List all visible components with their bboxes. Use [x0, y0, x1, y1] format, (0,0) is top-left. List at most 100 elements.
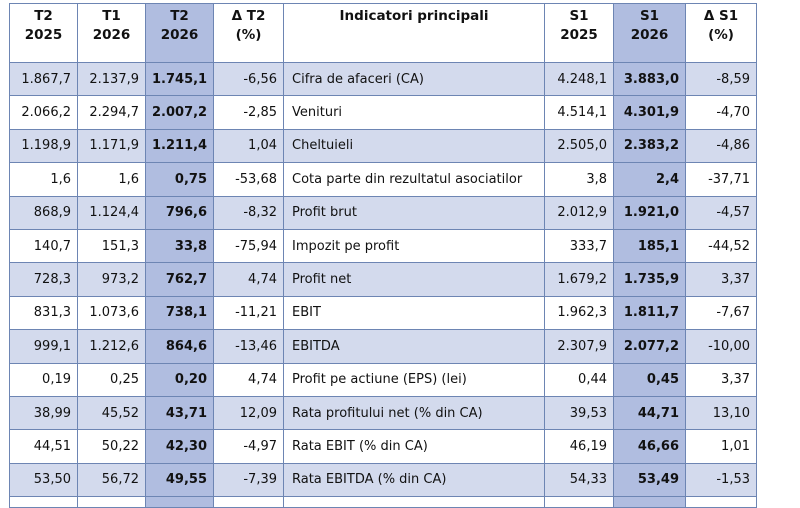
- cell-s1-2026: 1.811,7: [613, 295, 686, 331]
- cell-t2-2025: 1,6: [9, 162, 78, 197]
- table-row: 140,7 151,3 33,8 -75,94 Impozit pe profit 333…: [9, 228, 757, 264]
- cell-t2-2026: 49,55: [145, 462, 214, 498]
- cell-d-s1: -4,70: [685, 95, 757, 130]
- cell-t2-2025: 1.198,9: [9, 128, 78, 164]
- cell-d-s1: -37,71: [685, 162, 757, 197]
- cell-name: EBIT: [283, 295, 545, 331]
- cell-name: Cota parte din rezultatul asociatilor: [283, 162, 545, 197]
- cell-d-s1: -4,57: [685, 195, 757, 230]
- cell-t1-2026: 1.124,4: [77, 195, 146, 230]
- table-row: 38,99 45,52 43,71 12,09 Rata profitului net …: [9, 395, 757, 431]
- table-row: 1.198,9 1.171,9 1.211,4 1,04 Cheltuieli 2.505…: [9, 128, 757, 164]
- cell-empty: [685, 496, 757, 508]
- cell-s1-2026: 185,1: [613, 228, 686, 264]
- cell-s1-2025: 333,7: [544, 228, 614, 264]
- cell-t2-2025: 53,50: [9, 462, 78, 498]
- cell-d-t2: -8,32: [213, 195, 284, 230]
- cell-t2-2026: 738,1: [145, 295, 214, 331]
- cell-t1-2026: 0,25: [77, 362, 146, 397]
- table-body: 1.867,7 2.137,9 1.745,1 -6,56 Cifra de aface…: [9, 61, 757, 508]
- cell-d-t2: -13,46: [213, 329, 284, 364]
- cell-t2-2025: 831,3: [9, 295, 78, 331]
- cell-d-s1: -1,53: [685, 462, 757, 498]
- cell-t2-2026: 0,75: [145, 162, 214, 197]
- cell-name: Venituri: [283, 95, 545, 130]
- cell-t1-2026: 56,72: [77, 462, 146, 498]
- table-row: 868,9 1.124,4 796,6 -8,32 Profit brut 2.012,9…: [9, 195, 757, 230]
- cell-s1-2025: 2.307,9: [544, 329, 614, 364]
- cell-t2-2026: 42,30: [145, 429, 214, 464]
- header-t2-2025: T2 2025: [9, 3, 78, 63]
- header-row: T2 2025 T1 2026 T2 2026 Δ T2 (%) Indicatori …: [9, 3, 757, 63]
- cell-empty: [9, 496, 78, 508]
- cell-d-s1: 1,01: [685, 429, 757, 464]
- cell-t2-2026: 1.745,1: [145, 61, 214, 97]
- cell-d-t2: -6,56: [213, 61, 284, 97]
- cell-t2-2025: 2.066,2: [9, 95, 78, 130]
- table-row: 831,3 1.073,6 738,1 -11,21 EBIT 1.962,3 1.811,…: [9, 295, 757, 331]
- cell-s1-2026: 0,45: [613, 362, 686, 397]
- cell-d-t2: -7,39: [213, 462, 284, 498]
- header-t1-2026: T1 2026: [77, 3, 146, 63]
- header-s1-2026: S1 2026: [613, 3, 686, 63]
- table-row: 999,1 1.212,6 864,6 -13,46 EBITDA 2.307,9 2.07…: [9, 329, 757, 364]
- cell-empty: [613, 496, 686, 508]
- cell-s1-2025: 46,19: [544, 429, 614, 464]
- header-delta-s1: Δ S1 (%): [685, 3, 757, 63]
- cell-d-s1: -8,59: [685, 61, 757, 97]
- cell-s1-2025: 4.514,1: [544, 95, 614, 130]
- cell-t1-2026: 2.137,9: [77, 61, 146, 97]
- cell-s1-2026: 3.883,0: [613, 61, 686, 97]
- header-t2-2026: T2 2026: [145, 3, 214, 63]
- cell-s1-2026: 44,71: [613, 395, 686, 431]
- cell-name: Rata EBIT (% din CA): [283, 429, 545, 464]
- cell-t2-2026: 43,71: [145, 395, 214, 431]
- table-row: 728,3 973,2 762,7 4,74 Profit net 1.679,2 1.73…: [9, 262, 757, 297]
- cell-d-t2: -2,85: [213, 95, 284, 130]
- cell-s1-2025: 0,44: [544, 362, 614, 397]
- cell-d-t2: 12,09: [213, 395, 284, 431]
- cell-t2-2025: 868,9: [9, 195, 78, 230]
- cell-s1-2026: 53,49: [613, 462, 686, 498]
- cell-t2-2025: 0,19: [9, 362, 78, 397]
- cell-d-t2: -75,94: [213, 228, 284, 264]
- cell-d-t2: 4,74: [213, 262, 284, 297]
- cell-d-s1: 13,10: [685, 395, 757, 431]
- cell-d-t2: 1,04: [213, 128, 284, 164]
- cell-t2-2026: 1.211,4: [145, 128, 214, 164]
- table-row: 2.066,2 2.294,7 2.007,2 -2,85 Venituri 4.514,…: [9, 95, 757, 130]
- cell-t1-2026: 1.171,9: [77, 128, 146, 164]
- cell-name: Rata EBITDA (% din CA): [283, 462, 545, 498]
- cell-empty: [145, 496, 214, 508]
- table-row: 44,51 50,22 42,30 -4,97 Rata EBIT (% din CA)…: [9, 429, 757, 464]
- cell-d-t2: -53,68: [213, 162, 284, 197]
- cell-t1-2026: 151,3: [77, 228, 146, 264]
- cell-t1-2026: 50,22: [77, 429, 146, 464]
- cell-empty: [213, 496, 284, 508]
- cell-d-t2: -11,21: [213, 295, 284, 331]
- table-row: 1.867,7 2.137,9 1.745,1 -6,56 Cifra de aface…: [9, 61, 757, 97]
- table-row: 0,19 0,25 0,20 4,74 Profit pe actiune (EPS) …: [9, 362, 757, 397]
- cell-s1-2026: 2.383,2: [613, 128, 686, 164]
- header-indicators: Indicatori principali: [283, 3, 545, 63]
- cell-s1-2025: 2.505,0: [544, 128, 614, 164]
- table-row-partial: [9, 496, 757, 508]
- cell-empty: [283, 496, 545, 508]
- cell-s1-2026: 46,66: [613, 429, 686, 464]
- cell-t1-2026: 2.294,7: [77, 95, 146, 130]
- cell-s1-2026: 1.735,9: [613, 262, 686, 297]
- cell-d-s1: -4,86: [685, 128, 757, 164]
- cell-s1-2025: 54,33: [544, 462, 614, 498]
- cell-t2-2026: 864,6: [145, 329, 214, 364]
- cell-s1-2026: 1.921,0: [613, 195, 686, 230]
- cell-t2-2025: 728,3: [9, 262, 78, 297]
- cell-d-s1: -10,00: [685, 329, 757, 364]
- cell-t1-2026: 973,2: [77, 262, 146, 297]
- financial-indicators-table: T2 2025 T1 2026 T2 2026 Δ T2 (%) Indicatori …: [9, 3, 757, 508]
- cell-d-t2: -4,97: [213, 429, 284, 464]
- cell-t1-2026: 45,52: [77, 395, 146, 431]
- cell-name: Impozit pe profit: [283, 228, 545, 264]
- cell-name: Profit brut: [283, 195, 545, 230]
- cell-d-t2: 4,74: [213, 362, 284, 397]
- table-row: 1,6 1,6 0,75 -53,68 Cota parte din rezultatu…: [9, 162, 757, 197]
